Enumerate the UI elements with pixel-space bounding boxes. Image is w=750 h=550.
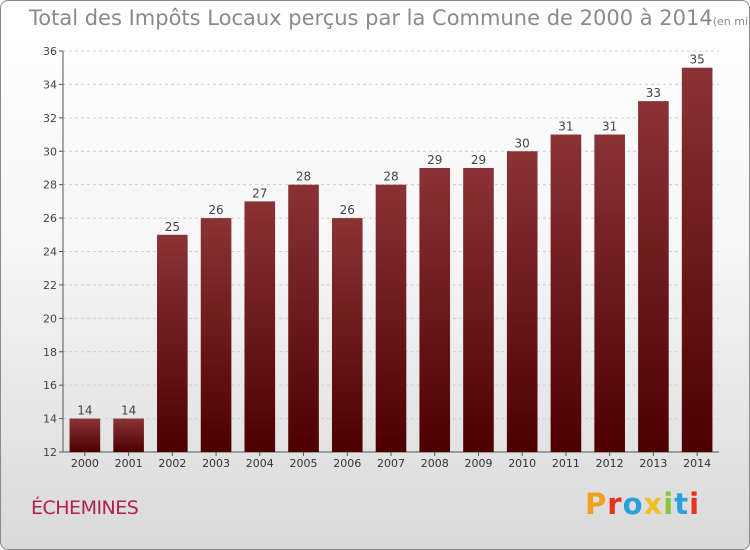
logo-letter: P bbox=[585, 487, 608, 521]
x-tick-label: 2009 bbox=[464, 457, 492, 470]
x-tick-label: 2001 bbox=[115, 457, 143, 470]
y-tick-label: 24 bbox=[43, 246, 57, 259]
bar bbox=[288, 184, 319, 452]
y-tick-label: 20 bbox=[43, 312, 57, 325]
bar-value-label: 29 bbox=[471, 153, 486, 167]
bar-value-label: 31 bbox=[602, 120, 617, 134]
bar-value-label: 25 bbox=[165, 220, 180, 234]
bar bbox=[244, 201, 276, 452]
logo-letter: r bbox=[607, 487, 623, 521]
y-tick-label: 34 bbox=[43, 78, 57, 91]
bar bbox=[550, 134, 582, 452]
chart-title-main: Total des Impôts Locaux perçus par la Co… bbox=[29, 6, 713, 30]
bar-value-label: 29 bbox=[427, 153, 442, 167]
bar-value-label: 35 bbox=[689, 53, 704, 67]
x-tick-label: 2008 bbox=[421, 457, 449, 470]
x-tick-label: 2014 bbox=[683, 457, 711, 470]
bar-value-label: 30 bbox=[515, 136, 530, 150]
bar bbox=[375, 184, 407, 452]
bar bbox=[419, 167, 451, 453]
y-tick-label: 14 bbox=[43, 413, 57, 426]
logo-letter: i bbox=[663, 487, 675, 521]
bar-value-label: 14 bbox=[77, 404, 92, 418]
y-tick-label: 18 bbox=[43, 346, 57, 359]
y-tick-label: 32 bbox=[43, 112, 57, 125]
x-tick-label: 2007 bbox=[377, 457, 405, 470]
bar bbox=[200, 218, 232, 452]
x-tick-label: 2013 bbox=[639, 457, 667, 470]
bar-value-label: 28 bbox=[296, 170, 311, 184]
x-tick-label: 2002 bbox=[158, 457, 186, 470]
chart-unit-note: (en milliers d'€) bbox=[712, 15, 749, 28]
bar bbox=[681, 67, 713, 452]
x-tick-label: 2010 bbox=[508, 457, 536, 470]
bar bbox=[113, 418, 144, 452]
commune-name: ÉCHEMINES bbox=[31, 497, 139, 519]
y-tick-label: 26 bbox=[43, 212, 57, 225]
y-tick-label: 30 bbox=[43, 145, 57, 158]
bar-value-label: 31 bbox=[558, 120, 573, 134]
x-tick-label: 2000 bbox=[71, 457, 99, 470]
proxiti-logo: Proxiti bbox=[585, 487, 700, 521]
bar-value-label: 33 bbox=[646, 86, 661, 100]
bar bbox=[463, 167, 494, 453]
bar bbox=[594, 134, 625, 452]
x-tick-label: 2004 bbox=[246, 457, 274, 470]
bar bbox=[506, 151, 538, 452]
bar bbox=[331, 218, 363, 452]
chart-title: Total des Impôts Locaux perçus par la Co… bbox=[29, 6, 749, 30]
bar-value-label: 14 bbox=[121, 404, 136, 418]
logo-letter: o bbox=[622, 487, 644, 521]
y-tick-label: 36 bbox=[43, 45, 57, 58]
bar bbox=[69, 418, 101, 452]
y-tick-label: 22 bbox=[43, 279, 57, 292]
y-tick-label: 28 bbox=[43, 179, 57, 192]
logo-letter: t bbox=[674, 487, 690, 521]
x-tick-label: 2006 bbox=[333, 457, 361, 470]
bar-value-label: 26 bbox=[340, 203, 355, 217]
logo-letter: x bbox=[643, 487, 664, 521]
x-tick-label: 2005 bbox=[290, 457, 318, 470]
y-tick-label: 12 bbox=[43, 446, 57, 459]
bar-value-label: 26 bbox=[208, 203, 223, 217]
bar bbox=[157, 234, 188, 452]
bar-value-label: 27 bbox=[252, 186, 267, 200]
logo-letter: i bbox=[689, 487, 701, 521]
x-tick-label: 2011 bbox=[552, 457, 580, 470]
x-tick-label: 2012 bbox=[596, 457, 624, 470]
y-tick-label: 16 bbox=[43, 379, 57, 392]
bar bbox=[638, 101, 669, 452]
x-tick-label: 2003 bbox=[202, 457, 230, 470]
bar-value-label: 28 bbox=[383, 170, 398, 184]
